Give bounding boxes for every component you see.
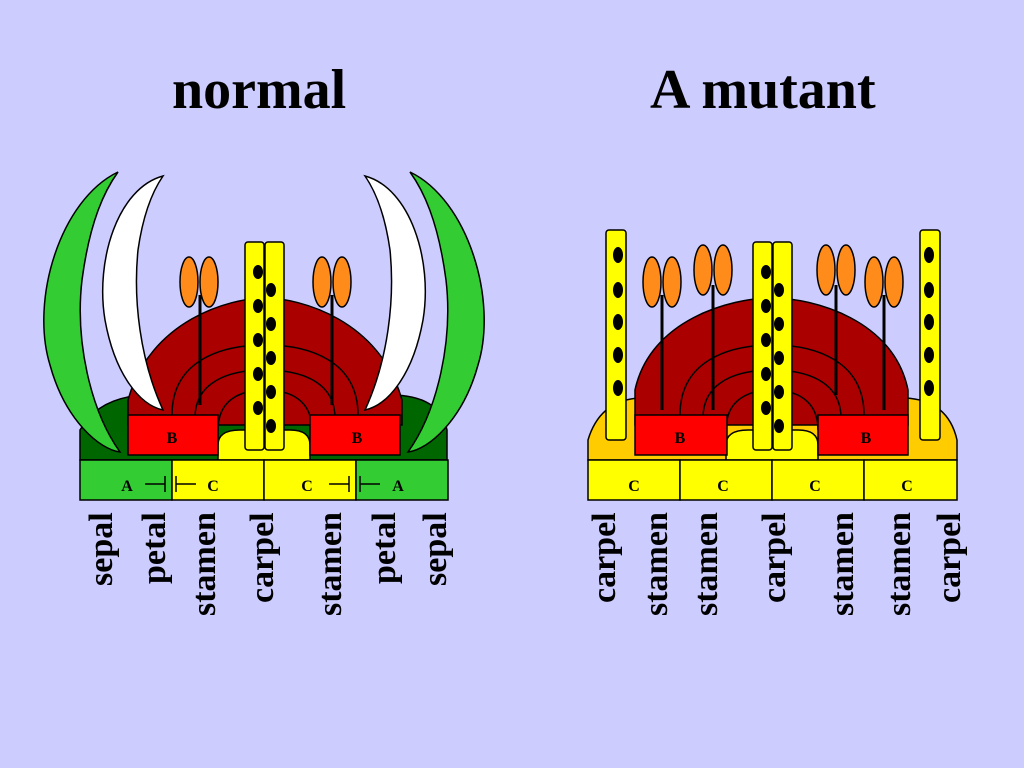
mutant-organ-label-7: carpel bbox=[931, 512, 968, 603]
normal-organ-label-3: stamen bbox=[186, 512, 223, 616]
normal-flower: B B bbox=[43, 171, 485, 501]
normal-organ-label-6: petal bbox=[366, 512, 403, 584]
mutant-stamen-2-icon bbox=[693, 244, 733, 410]
normal-gene-a-left: A bbox=[121, 478, 133, 495]
normal-sepal-right-icon bbox=[406, 171, 485, 453]
mutant-organ-label-2: stamen bbox=[638, 512, 675, 616]
mutant-organ-label-1: carpel bbox=[586, 512, 623, 603]
mutant-gene-bar bbox=[587, 459, 958, 501]
mutant-gene-c-1: C bbox=[628, 478, 640, 495]
normal-gene-bar bbox=[79, 459, 449, 501]
mutant-stamen-1-icon bbox=[642, 256, 682, 410]
mutant-stamen-3-icon bbox=[816, 244, 856, 395]
mutant-gene-b-left: B bbox=[675, 430, 686, 447]
title-normal: normal bbox=[172, 59, 347, 121]
normal-gene-a-right: A bbox=[392, 478, 404, 495]
normal-gene-c-left: C bbox=[207, 478, 219, 495]
mutant-b-box-right bbox=[817, 414, 909, 456]
mutant-stamen-4-icon bbox=[864, 256, 904, 410]
mutant-organ-label-3: stamen bbox=[688, 512, 725, 616]
title-a-mutant: A mutant bbox=[650, 59, 876, 121]
mutant-b-box-left bbox=[634, 414, 728, 456]
mutant-organ-label-6: stamen bbox=[881, 512, 918, 616]
mutant-gene-b-right: B bbox=[861, 430, 872, 447]
normal-organ-label-1: sepal bbox=[83, 512, 120, 586]
normal-organ-label-2: petal bbox=[136, 512, 173, 584]
normal-sepal-left-icon bbox=[43, 171, 122, 453]
normal-organ-label-7: sepal bbox=[417, 512, 454, 586]
mutant-organ-label-4: carpel bbox=[756, 512, 793, 603]
mutant-organ-label-5: stamen bbox=[824, 512, 861, 616]
normal-stamen-left-icon bbox=[179, 256, 219, 405]
normal-gene-c-right: C bbox=[301, 478, 313, 495]
mutant-carpel-center-icon bbox=[752, 241, 793, 451]
mutant-carpel-left-icon bbox=[605, 229, 627, 441]
normal-b-box-left bbox=[127, 414, 219, 456]
normal-gene-b-left: B bbox=[167, 430, 178, 447]
normal-organ-label-4: carpel bbox=[244, 512, 281, 603]
mutant-gene-c-4: C bbox=[901, 478, 913, 495]
normal-petal-left-icon bbox=[101, 174, 165, 412]
mutant-gene-c-2: C bbox=[717, 478, 729, 495]
normal-gene-b-right: B bbox=[352, 430, 363, 447]
normal-petal-right-icon bbox=[363, 174, 427, 412]
mutant-flower: B B bbox=[587, 229, 958, 501]
normal-b-box-right bbox=[309, 414, 401, 456]
normal-organ-label-5: stamen bbox=[312, 512, 349, 616]
normal-carpel-icon bbox=[244, 241, 285, 451]
normal-stamen-right-icon bbox=[312, 256, 352, 405]
mutant-carpel-right-icon bbox=[919, 229, 941, 441]
mutant-gene-c-3: C bbox=[809, 478, 821, 495]
